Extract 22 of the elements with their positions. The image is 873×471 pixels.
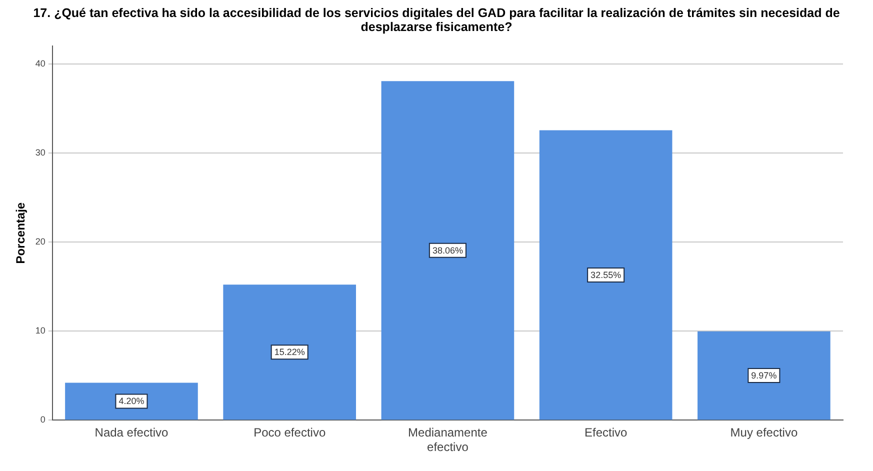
data-label: 9.97% (751, 370, 777, 381)
bar (539, 130, 672, 420)
y-tick-label: 20 (35, 236, 46, 246)
x-tick-label: Efectivo (584, 426, 628, 440)
x-tick-label: Poco efectivo (254, 426, 326, 440)
bar (223, 284, 356, 420)
data-label: 32.55% (590, 270, 622, 280)
bar (381, 81, 514, 420)
chart-title: 17. ¿Qué tan efectiva ha sido la accesibilidad de los servicios digitales del GAD para facilitar la realización de trámites sin necesidad de desplazarse fisicamente? (32, 6, 841, 34)
data-label: 15.22% (274, 347, 305, 358)
bar (698, 331, 830, 420)
data-label: 38.06% (432, 245, 463, 256)
x-tick-label: Muy efectivo (730, 426, 798, 440)
y-tick-label: 40 (35, 58, 46, 68)
x-tick-label: Medianamente efectivo (408, 426, 488, 454)
y-tick-label: 10 (35, 326, 46, 336)
x-tick-label: Nada efectivo (94, 426, 168, 440)
data-label: 4.20% (118, 396, 144, 406)
bar (65, 382, 198, 420)
y-tick-label: 0 (40, 414, 46, 425)
y-tick-label: 30 (35, 147, 46, 158)
y-axis-title: Porcentaje (14, 202, 28, 264)
